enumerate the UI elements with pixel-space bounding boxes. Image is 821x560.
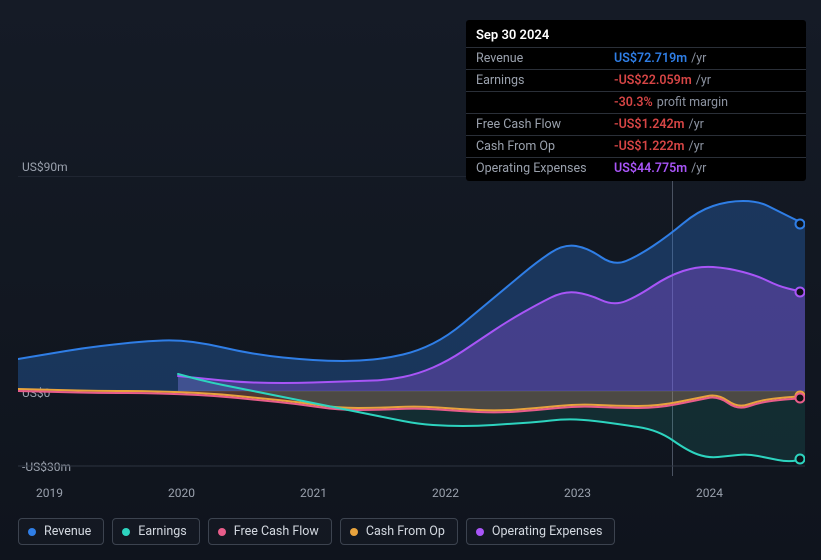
- tooltip-row: RevenueUS$72.719m/yr: [466, 48, 806, 70]
- legend-item[interactable]: Revenue: [18, 518, 104, 545]
- tooltip-table: RevenueUS$72.719m/yrEarnings-US$22.059m/…: [466, 47, 806, 179]
- tooltip-metric-value: -US$22.059m/yr: [604, 70, 806, 92]
- legend-item[interactable]: Operating Expenses: [466, 518, 616, 545]
- tooltip-metric-value: US$72.719m/yr: [604, 48, 806, 70]
- tooltip-metric-label: Earnings: [466, 70, 604, 92]
- chart-legend: Revenue Earnings Free Cash Flow Cash From O…: [18, 518, 615, 545]
- legend-label: Free Cash Flow: [234, 524, 319, 539]
- x-axis-label: 2022: [432, 486, 459, 500]
- tooltip-row: Cash From Op-US$1.222m/yr: [466, 136, 806, 158]
- legend-dot-icon: [476, 528, 484, 536]
- legend-item[interactable]: Free Cash Flow: [208, 518, 332, 545]
- tooltip-metric-value: US$44.775m/yr: [604, 158, 806, 180]
- legend-label: Cash From Op: [366, 524, 445, 539]
- x-axis-label: 2021: [300, 486, 327, 500]
- y-axis-label: US$90m: [22, 160, 68, 174]
- tooltip-row: Free Cash Flow-US$1.242m/yr: [466, 114, 806, 136]
- tooltip-row: Earnings-US$22.059m/yr: [466, 70, 806, 92]
- x-axis-label: 2019: [36, 486, 63, 500]
- tooltip-date: Sep 30 2024: [466, 22, 806, 47]
- x-axis-label: 2020: [168, 486, 195, 500]
- legend-dot-icon: [218, 528, 226, 536]
- tooltip-metric-value: -US$1.242m/yr: [604, 114, 806, 136]
- legend-label: Earnings: [138, 524, 186, 539]
- tooltip-metric-label: Cash From Op: [466, 136, 604, 158]
- tooltip-metric-label: Operating Expenses: [466, 158, 604, 180]
- chart-tooltip: Sep 30 2024 RevenueUS$72.719m/yrEarnings…: [466, 20, 806, 181]
- legend-dot-icon: [350, 528, 358, 536]
- legend-item[interactable]: Cash From Op: [340, 518, 458, 545]
- tooltip-metric-label: Free Cash Flow: [466, 114, 604, 136]
- x-axis-label: 2024: [696, 486, 723, 500]
- tooltip-row: -30.3%profit margin: [466, 92, 806, 114]
- tooltip-metric-label: Revenue: [466, 48, 604, 70]
- legend-dot-icon: [28, 528, 36, 536]
- legend-label: Revenue: [44, 524, 91, 539]
- legend-label: Operating Expenses: [492, 524, 603, 539]
- tooltip-metric-value: -US$1.222m/yr: [604, 136, 806, 158]
- x-axis-label: 2023: [564, 486, 591, 500]
- legend-dot-icon: [122, 528, 130, 536]
- financials-area-chart[interactable]: [18, 176, 805, 476]
- tooltip-metric-label: [466, 92, 604, 114]
- tooltip-row: Operating ExpensesUS$44.775m/yr: [466, 158, 806, 180]
- tooltip-metric-value: -30.3%profit margin: [604, 92, 806, 114]
- legend-item[interactable]: Earnings: [112, 518, 199, 545]
